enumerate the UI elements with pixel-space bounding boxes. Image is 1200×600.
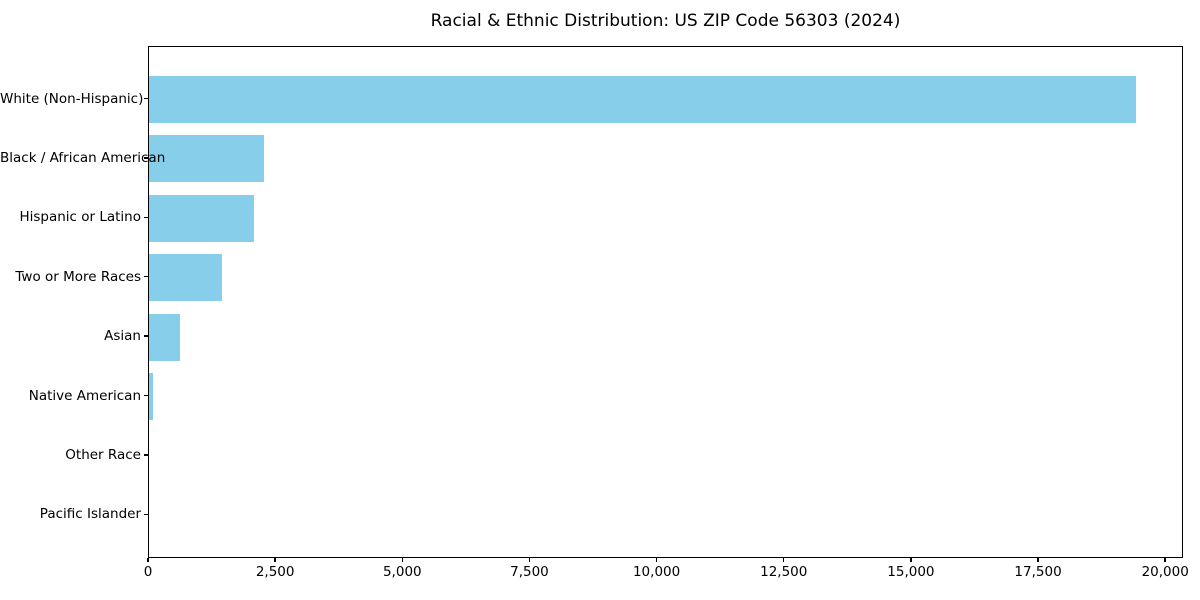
x-tick-label: 20,000 [1141, 564, 1189, 580]
y-tick-mark [144, 97, 148, 100]
x-tick-label: 12,500 [760, 564, 808, 580]
x-tick-mark [528, 558, 531, 562]
y-tick-label: Black / African American [0, 149, 166, 166]
x-tick-label: 7,500 [510, 564, 549, 580]
x-tick-mark [655, 558, 658, 562]
x-tick-label: 5,000 [382, 564, 422, 580]
y-tick-mark [144, 216, 148, 219]
y-tick-label: White (Non-Hispanic) [0, 90, 144, 107]
x-tick-label: 0 [143, 564, 153, 580]
x-tick-label: 17,500 [1014, 564, 1062, 580]
bar [149, 313, 180, 361]
y-tick-mark [144, 157, 148, 159]
bar [149, 135, 265, 183]
y-tick-mark [144, 275, 148, 278]
y-tick-label: Hispanic or Latino [19, 209, 141, 226]
x-tick-label: 2,500 [255, 564, 295, 580]
bar [149, 254, 223, 302]
x-tick-mark [147, 558, 149, 562]
x-tick-mark [910, 558, 912, 562]
y-tick-label: Native American [28, 387, 141, 404]
x-tick-mark [401, 558, 404, 562]
plot-area [148, 46, 1183, 558]
y-tick-label: Asian [104, 328, 141, 345]
x-tick-mark [274, 558, 276, 562]
y-tick-mark [144, 394, 148, 397]
y-tick-mark [144, 454, 148, 456]
x-tick-label: 15,000 [887, 564, 935, 580]
x-tick-mark [1164, 558, 1166, 562]
y-tick-mark [144, 335, 148, 337]
y-tick-mark [144, 513, 148, 516]
bar [149, 76, 1136, 123]
x-tick-mark [782, 558, 785, 562]
bar [149, 194, 255, 242]
bar [149, 373, 153, 420]
chart-title: Racial & Ethnic Distribution: US ZIP Cod… [430, 11, 901, 31]
y-tick-label: Other Race [65, 446, 141, 463]
y-tick-label: Pacific Islander [39, 506, 141, 523]
x-tick-mark [1037, 558, 1039, 562]
y-tick-label: Two or More Races [15, 268, 141, 285]
x-tick-label: 10,000 [632, 564, 681, 580]
